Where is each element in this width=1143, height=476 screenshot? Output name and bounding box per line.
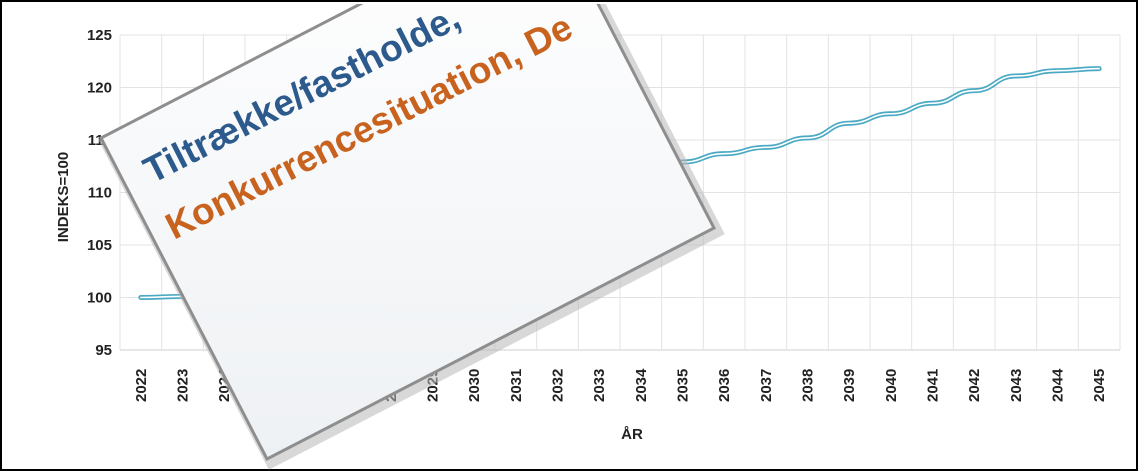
x-tick-label: 2030 bbox=[466, 369, 483, 402]
x-tick-label: 2037 bbox=[758, 369, 775, 402]
x-tick-label: 2023 bbox=[175, 369, 192, 402]
y-tick-label: 110 bbox=[88, 185, 112, 202]
x-tick-label: 2039 bbox=[841, 369, 858, 402]
y-tick-label: 95 bbox=[95, 342, 112, 359]
x-tick-label: 2034 bbox=[633, 368, 650, 402]
x-tick-label: 2038 bbox=[800, 369, 817, 402]
x-tick-label: 2033 bbox=[591, 369, 608, 402]
x-tick-label: 2031 bbox=[508, 369, 525, 402]
x-tick-label: 2044 bbox=[1050, 368, 1067, 402]
y-tick-label: 125 bbox=[87, 27, 112, 44]
y-tick-label: 120 bbox=[87, 80, 112, 97]
x-tick-label: 2042 bbox=[966, 369, 983, 402]
y-axis-title: INDEKS=100 bbox=[55, 152, 72, 242]
title-banner: Tiltrække/fastholde, Konkurrencesituatio… bbox=[98, 4, 725, 470]
x-tick-label: 2041 bbox=[925, 369, 942, 402]
x-tick-label: 2036 bbox=[716, 369, 733, 402]
x-tick-label: 2043 bbox=[1008, 369, 1025, 402]
x-axis-title: ÅR bbox=[621, 426, 643, 443]
y-tick-label: 100 bbox=[87, 290, 112, 307]
y-tick-label: 105 bbox=[87, 237, 112, 254]
x-tick-label: 2022 bbox=[133, 369, 150, 402]
x-tick-label: 2040 bbox=[883, 369, 900, 402]
x-tick-label: 2032 bbox=[550, 369, 567, 402]
banner-background bbox=[98, 4, 717, 462]
x-tick-label: 2045 bbox=[1091, 369, 1108, 402]
x-tick-label: 2035 bbox=[675, 369, 692, 402]
